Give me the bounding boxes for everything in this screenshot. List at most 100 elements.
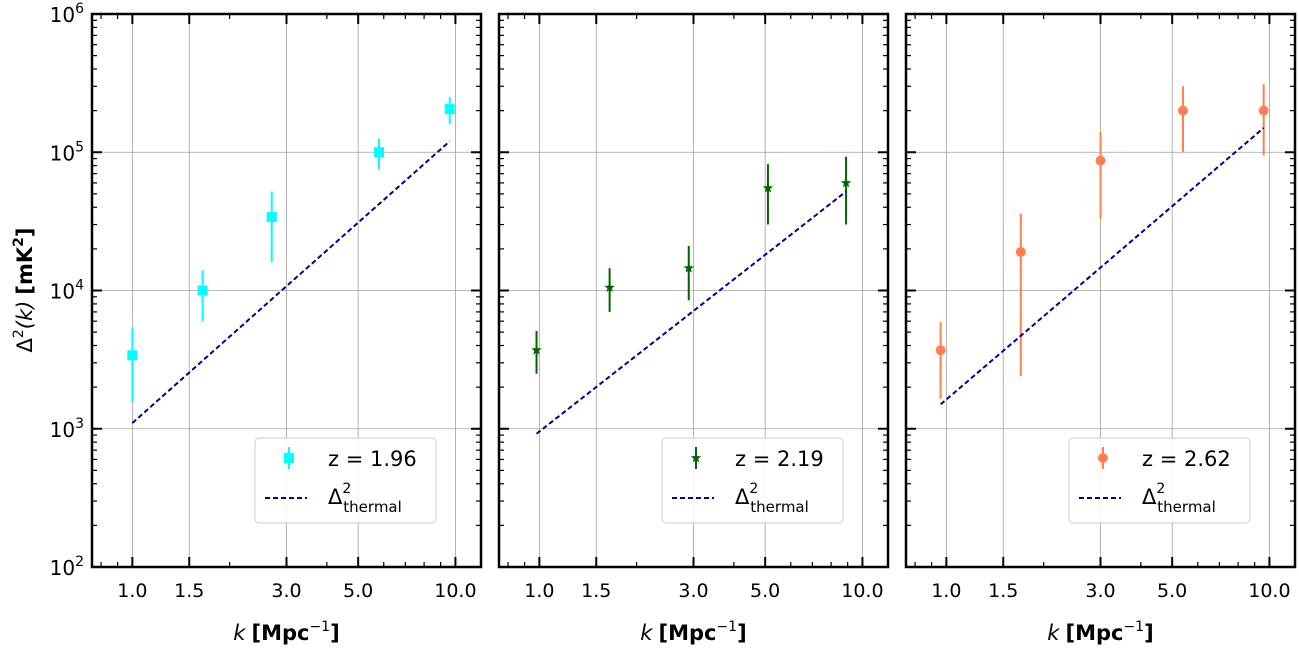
x-axis-exponent: −1 (1123, 619, 1144, 635)
y-tick-base: 10 (50, 418, 75, 442)
data-point (1258, 105, 1269, 116)
x-tick-label: 1.5 (174, 580, 204, 602)
panel-frame (904, 12, 1297, 569)
legend-label-delta: Δ (735, 485, 750, 509)
legend-label-thermal: Δ2 thermal (328, 481, 402, 516)
y-tick-exponent: 2 (75, 554, 84, 570)
x-axis-var: k (640, 621, 653, 645)
thermal-line (535, 190, 847, 435)
legend-box (661, 437, 844, 524)
data-point (127, 350, 138, 361)
x-axis-var: k (233, 621, 246, 645)
legend-label-data: z = 2.19 (735, 447, 824, 471)
data-point (683, 262, 694, 273)
y-axis-close: ] (13, 228, 37, 238)
panel-frame (90, 12, 483, 569)
legend-box (254, 437, 437, 524)
x-axis-var: k (1047, 621, 1060, 645)
y-axis-sup: 2 (11, 329, 27, 338)
y-tick-exponent: 6 (75, 1, 84, 17)
x-axis-unit: [Mpc (658, 621, 716, 645)
x-tick-label: 1.0 (117, 580, 147, 602)
x-tick-label: 1.0 (931, 580, 961, 602)
legend-label-data: z = 2.62 (1142, 447, 1231, 471)
y-tick-exponent: 3 (75, 416, 84, 432)
legend-label-data: z = 1.96 (328, 447, 417, 471)
data-point (1095, 155, 1106, 166)
y-tick-exponent: 5 (75, 139, 84, 155)
series-data (127, 97, 455, 403)
legend-label-delta: Δ (328, 485, 343, 509)
x-tick-label: 3.0 (1085, 580, 1115, 602)
thermal-line (939, 127, 1265, 406)
series-data (531, 156, 852, 374)
x-tick-label: 1.5 (988, 580, 1018, 602)
x-axis-label: k [Mpc−1] (640, 619, 746, 645)
series-thermal-line (535, 190, 847, 435)
x-tick-label: 3.0 (678, 580, 708, 602)
y-tick-base: 10 (50, 141, 75, 165)
y-tick-label: 105 (50, 139, 84, 165)
legend-box (1068, 437, 1251, 524)
legend-marker (690, 452, 702, 463)
x-axis-close: ] (330, 621, 340, 645)
y-tick-label: 104 (50, 278, 84, 304)
legend-label-sub: thermal (343, 498, 402, 516)
data-point (762, 182, 774, 193)
y-tick-exponent: 4 (75, 278, 84, 294)
data-point (935, 345, 946, 356)
x-axis-label: k [Mpc−1] (1047, 619, 1153, 645)
series-data (935, 84, 1269, 399)
legend: z = 2.62 Δ2 thermal (1068, 437, 1251, 524)
x-tick-label: 10.0 (841, 580, 883, 602)
legend-label-sub: thermal (750, 498, 809, 516)
legend-label-sup: 2 (1156, 481, 1165, 497)
y-axis-label: Δ2(k)[mK2] (11, 228, 37, 353)
x-axis-unit: [Mpc (1065, 621, 1123, 645)
data-point (266, 212, 277, 223)
y-axis-k: (k) (13, 301, 37, 330)
legend-marker (1098, 453, 1108, 463)
series-thermal-line (939, 127, 1265, 406)
legend-label-thermal: Δ2 thermal (1142, 481, 1216, 516)
series-thermal-line (131, 140, 451, 424)
data-point (1015, 246, 1026, 257)
data-point (604, 282, 615, 292)
y-axis-unit-sup: 2 (11, 237, 27, 247)
x-axis-exponent: −1 (309, 619, 330, 635)
y-tick-label: 103 (50, 416, 84, 442)
data-point (531, 344, 542, 355)
data-point (444, 104, 455, 115)
legend: z = 1.96 Δ2 thermal (254, 437, 437, 524)
thermal-line (131, 140, 451, 424)
y-tick-label: 102 (50, 554, 84, 580)
panel-frame (497, 12, 890, 569)
y-axis-unit: [mK (13, 246, 37, 294)
x-tick-label: 5.0 (343, 580, 373, 602)
legend-label-delta: Δ (1142, 485, 1157, 509)
panel-right: 1.0 1.5 3.0 5.0 10.0 z = 2.62 Δ2 thermal k [Mpc−1… (904, 12, 1297, 645)
y-axis-delta: Δ (13, 337, 37, 352)
x-tick-label: 10.0 (1248, 580, 1290, 602)
legend-label-sup: 2 (749, 481, 758, 497)
x-tick-label: 5.0 (1157, 580, 1187, 602)
x-axis-close: ] (737, 621, 747, 645)
y-tick-base: 10 (50, 3, 75, 27)
legend-label-sup: 2 (342, 481, 351, 497)
x-axis-unit: [Mpc (251, 621, 309, 645)
panel-middle: 1.0 1.5 3.0 5.0 10.0 z = 2.19 Δ2 thermal k [Mpc−1… (497, 12, 890, 645)
legend-marker (284, 453, 294, 463)
x-tick-label: 1.0 (524, 580, 554, 602)
data-point (197, 285, 208, 296)
x-axis-label: k [Mpc−1] (233, 619, 339, 645)
x-tick-label: 10.0 (434, 580, 476, 602)
y-tick-label: 106 (50, 1, 84, 27)
legend-label-sub: thermal (1157, 498, 1216, 516)
x-axis-exponent: −1 (716, 619, 737, 635)
data-point (373, 147, 384, 158)
data-point (1177, 105, 1188, 116)
y-tick-base: 10 (50, 280, 75, 304)
legend: z = 2.19 Δ2 thermal (661, 437, 844, 524)
